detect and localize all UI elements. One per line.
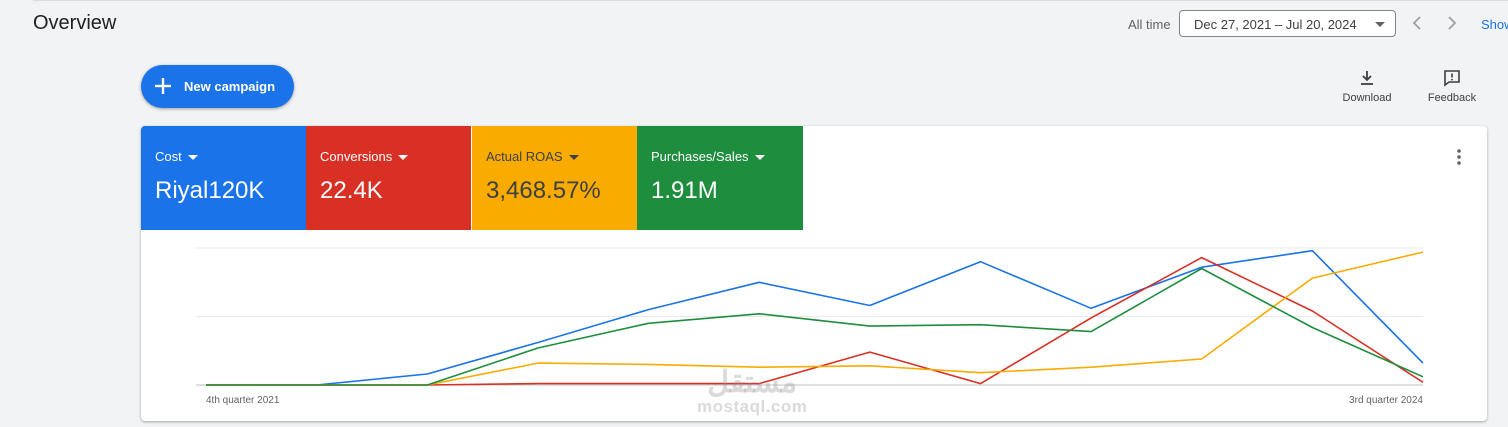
download-label: Download <box>1342 92 1392 104</box>
top-divider <box>33 0 1508 1</box>
feedback-label: Feedback <box>1427 92 1477 104</box>
metric-cost-name: Cost <box>155 149 182 164</box>
feedback-icon <box>1444 70 1460 87</box>
metric-conversions-selector[interactable]: Conversions <box>320 149 409 164</box>
date-range-value: Dec 27, 2021 – Jul 20, 2024 <box>1194 17 1357 32</box>
series-line-actual-roas <box>206 251 1424 386</box>
watermark-latin: mostaql.com <box>697 397 808 416</box>
dropdown-caret-icon <box>754 155 765 161</box>
plus-icon <box>155 78 171 94</box>
metric-roas-tile[interactable]: Actual ROAS 3,468.57% <box>472 126 637 230</box>
series-line-cost <box>206 249 1424 386</box>
metric-cost-tile[interactable]: Cost Riyal120K <box>141 126 306 230</box>
x-axis-start-label: 4th quarter 2021 <box>206 395 280 406</box>
watermark-arabic: مستقل <box>707 366 798 399</box>
page-title: Overview <box>33 12 117 34</box>
new-campaign-button[interactable]: New campaign <box>141 65 294 108</box>
date-range-select[interactable]: Dec 27, 2021 – Jul 20, 2024 <box>1179 10 1396 37</box>
metric-purchases-tile[interactable]: Purchases/Sales 1.91M <box>637 126 803 230</box>
dropdown-caret-icon <box>568 155 579 161</box>
metric-conversions-name: Conversions <box>320 149 393 164</box>
metric-purchases-value: 1.91M <box>651 177 718 204</box>
metric-purchases-selector[interactable]: Purchases/Sales <box>651 149 765 164</box>
chevron-left-icon[interactable] <box>1407 13 1427 33</box>
more-vert-icon[interactable] <box>1451 148 1467 166</box>
metric-conversions-value: 22.4K <box>320 177 383 204</box>
chart-series <box>206 249 1424 386</box>
metric-roas-value: 3,468.57% <box>486 177 601 204</box>
metric-cost-value: Riyal120K <box>155 177 265 204</box>
dropdown-caret-icon <box>187 155 198 161</box>
chart-gridlines <box>196 247 1423 386</box>
metric-roas-selector[interactable]: Actual ROAS <box>486 149 579 164</box>
watermark: مستقل mostaql.com <box>697 368 807 416</box>
performance-card: Cost Riyal120K Conversions 22.4K Actual … <box>141 126 1487 421</box>
metric-cost-selector[interactable]: Cost <box>155 149 198 164</box>
performance-chart: 4th quarter 2021 3rd quarter 2024 <box>196 247 1424 406</box>
x-axis-end-label: 3rd quarter 2024 <box>1349 395 1423 406</box>
new-campaign-label: New campaign <box>184 79 276 94</box>
date-range-label: All time <box>1128 17 1171 32</box>
feedback-button[interactable]: Feedback <box>1422 68 1482 104</box>
dropdown-caret-icon <box>398 155 409 161</box>
chevron-right-icon[interactable] <box>1442 13 1462 33</box>
download-button[interactable]: Download <box>1337 68 1397 104</box>
metric-roas-name: Actual ROAS <box>486 149 563 164</box>
dropdown-caret-icon <box>1375 22 1385 27</box>
metric-conversions-tile[interactable]: Conversions 22.4K <box>306 126 471 230</box>
metric-purchases-name: Purchases/Sales <box>651 149 749 164</box>
show-link[interactable]: Show <box>1481 17 1508 32</box>
series-line-purchases-sales <box>206 267 1424 386</box>
download-icon <box>1361 71 1373 85</box>
